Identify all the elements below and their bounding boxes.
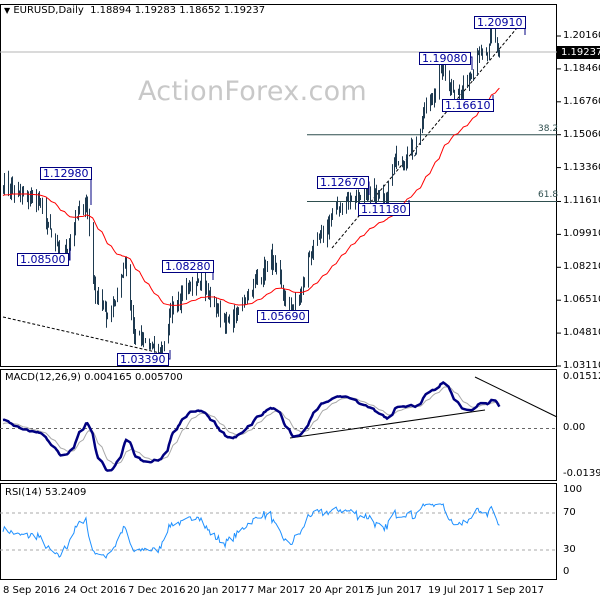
- trendline-dashed-down: [2, 316, 161, 354]
- macd-line: [2, 380, 501, 472]
- rsi-title: RSI(14) 53.2409: [5, 487, 87, 498]
- price-annotation-label: 1.20910: [474, 16, 526, 29]
- date-axis-label: 24 Oct 2016: [64, 585, 126, 596]
- date-axis-label: 7 Mar 2017: [248, 585, 306, 596]
- price-axis-label: 1.13360: [563, 161, 600, 173]
- rsi-panel-frame: [0, 483, 557, 580]
- price-panel-frame: [0, 4, 557, 367]
- price-axis-label: 1.20160: [563, 30, 600, 41]
- rsi-line: [2, 503, 500, 559]
- open-value: 1.18894: [90, 5, 132, 16]
- watermark: ActionForex.com: [138, 76, 368, 107]
- date-axis-label: 20 Jan 2017: [187, 585, 247, 596]
- macd-title: MACD(12,26,9) 0.004165 0.005700: [5, 372, 183, 383]
- fib-level-label: 61.8: [538, 190, 559, 201]
- price-axis-label: 1.08210: [563, 261, 600, 273]
- macd-axis-bottom: -0.013938: [563, 468, 600, 479]
- price-axis-label: 1.11610: [563, 195, 600, 207]
- low-value: 1.18652: [179, 5, 221, 16]
- chart-header: ▼ EURUSD,Daily 1.18894 1.19283 1.18652 1…: [4, 5, 265, 17]
- rsi-axis-70: 70: [563, 507, 576, 518]
- date-axis-label: 5 Jun 2017: [368, 585, 422, 596]
- date-axis-label: 19 Jul 2017: [428, 585, 485, 596]
- macd-axis-zero: 0.00: [563, 422, 586, 433]
- price-annotation-label: 1.03390: [117, 353, 169, 366]
- rsi-axis-30: 30: [563, 544, 576, 555]
- price-axis-label: 1.16760: [563, 95, 600, 107]
- date-axis-label: 7 Dec 2016: [128, 585, 186, 596]
- symbol-label: EURUSD,Daily: [13, 5, 84, 16]
- price-annotation-label: 1.11180: [358, 203, 410, 216]
- rsi-axis-0: 0: [563, 566, 570, 577]
- close-value: 1.19237: [223, 5, 266, 16]
- fib-level-label: 38.2: [538, 123, 559, 134]
- price-annotation-label: 1.08500: [17, 253, 69, 266]
- date-axis-label: 1 Sep 2017: [487, 585, 545, 596]
- moving-average-line: [2, 87, 500, 306]
- price-axis-label: 1.09910: [563, 228, 600, 240]
- dropdown-arrow-icon[interactable]: ▼: [4, 6, 11, 15]
- price-axis-label: 1.18460: [563, 62, 600, 74]
- price-axis-label: 1.06510: [563, 294, 600, 306]
- macd-resistance-trendline: [474, 376, 558, 418]
- macd-support-trendline: [289, 409, 486, 439]
- date-axis-label: 20 Apr 2017: [309, 585, 371, 596]
- price-annotation-label: 1.12670: [317, 176, 369, 189]
- price-annotation-label: 1.12980: [40, 167, 92, 180]
- price-annotation-label: 1.05690: [257, 310, 309, 323]
- rsi-axis-100: 100: [563, 484, 583, 495]
- price-axis-label: 1.03110: [563, 360, 600, 371]
- price-annotation-label: 1.16610: [442, 99, 494, 112]
- date-axis-label: 8 Sep 2016: [3, 585, 61, 596]
- price-annotation-label: 1.19080: [419, 52, 471, 65]
- high-value: 1.19283: [134, 5, 177, 16]
- macd-panel-frame: [0, 369, 557, 481]
- price-axis-label: 1.04810: [563, 327, 600, 339]
- price-annotation-label: 1.08280: [162, 260, 214, 273]
- current-price-tag: 1.19237: [557, 46, 600, 59]
- macd-axis-top: 0.01512: [563, 371, 600, 382]
- price-axis-label: 1.15060: [563, 128, 600, 140]
